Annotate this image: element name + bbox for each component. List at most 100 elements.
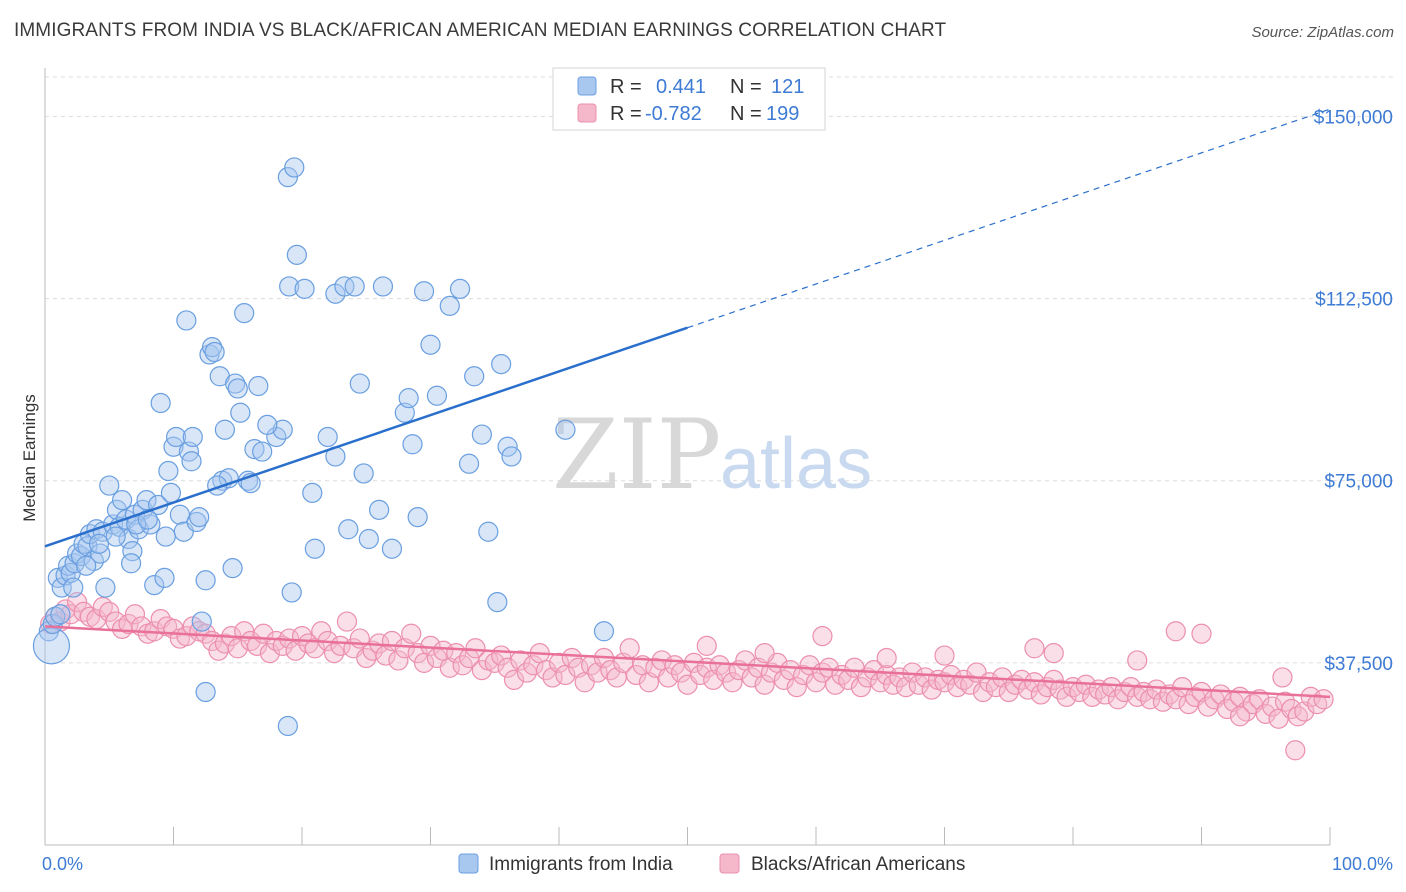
- pink-point-117: [786, 677, 807, 698]
- blue-point-94: [439, 295, 460, 316]
- blue-point-111: [88, 533, 110, 554]
- source-label: Source: ZipAtlas.com: [1251, 24, 1394, 41]
- blue-point-76: [317, 426, 338, 448]
- blue-point-48: [191, 611, 212, 632]
- watermark-atlas: atlas: [720, 424, 872, 504]
- blue-point-73: [286, 244, 307, 265]
- pink-point-55: [388, 650, 409, 671]
- pink-point-72: [497, 657, 518, 678]
- pink-point-203: [1191, 623, 1212, 644]
- pink-point-13: [118, 613, 139, 635]
- legend-swatch-pink: [577, 103, 597, 123]
- blue-point-47: [189, 507, 210, 528]
- blue-point-103: [501, 446, 522, 467]
- blue-point-83: [353, 463, 374, 484]
- bottom-legend-swatch-pink: [719, 853, 740, 874]
- blue-point-99: [478, 521, 499, 542]
- pink-point-92: [625, 664, 647, 686]
- pink-trend-line: [44, 625, 1331, 699]
- blue-point-89: [402, 434, 423, 455]
- blue-point-69: [277, 167, 298, 188]
- blue-point-80: [338, 519, 359, 540]
- pink-point-58: [407, 643, 428, 664]
- legend-blue-r-value: 0.441: [656, 76, 706, 98]
- blue-point-121: [358, 528, 379, 550]
- pink-point-202: [1272, 667, 1293, 688]
- blue-point-88: [398, 388, 419, 409]
- blue-point-72: [281, 582, 302, 603]
- blue-point-109: [63, 577, 84, 598]
- blue-point-104: [555, 419, 576, 440]
- blue-point-55: [214, 419, 235, 440]
- pink-point-115: [773, 669, 794, 690]
- blue-point-85: [372, 276, 394, 297]
- legend: R = 0.441 N = 121 R = -0.782 N = 199: [552, 67, 826, 131]
- blue-point-101: [491, 354, 512, 375]
- bottom-legend: Immigrants from India Blacks/African Ame…: [458, 853, 965, 875]
- blue-point-61: [234, 303, 255, 324]
- pink-point-157: [1043, 669, 1064, 690]
- pink-point-112: [754, 674, 775, 695]
- blue-point-49: [195, 570, 216, 591]
- blue-point-81: [344, 276, 365, 297]
- pink-point-206: [1043, 643, 1064, 664]
- blue-point-24: [111, 490, 133, 511]
- pink-point-146: [972, 681, 994, 703]
- blue-point-37: [158, 460, 179, 482]
- bottom-legend-pink-label: Blacks/African Americans: [751, 854, 965, 875]
- watermark: ZIP atlas: [552, 399, 872, 511]
- blue-point-90: [407, 507, 428, 528]
- pink-point-207: [1024, 638, 1045, 659]
- pink-point-33: [246, 635, 268, 656]
- blue-series-points: [32, 157, 615, 737]
- blue-point-119: [257, 414, 278, 435]
- pink-point-172: [1139, 689, 1161, 710]
- blue-point-38: [160, 482, 182, 503]
- blue-point-107: [277, 715, 298, 737]
- blue-trend-line: [44, 326, 688, 548]
- blue-point-100: [487, 592, 508, 613]
- grid-lines: [45, 76, 1395, 664]
- pink-point-212: [696, 635, 717, 656]
- y-tick-label-3: $150,000: [1314, 107, 1393, 128]
- legend-blue-n-value: 121: [771, 76, 804, 98]
- blue-point-59: [227, 378, 248, 399]
- pink-point-91: [619, 638, 640, 659]
- pink-point-74: [510, 650, 531, 671]
- x-tick-labels: 0.0% 100.0%: [42, 854, 1393, 874]
- blue-trend-extension: [687, 108, 1331, 329]
- legend-pink-r-label: R =: [610, 103, 642, 125]
- blue-point-113: [120, 553, 142, 574]
- legend-swatch-blue: [577, 76, 597, 96]
- legend-blue-r-label: R =: [610, 76, 642, 98]
- pink-point-57: [401, 623, 422, 644]
- blue-point-52: [204, 341, 225, 363]
- blue-point-45: [182, 426, 203, 448]
- chart-title: IMMIGRANTS FROM INDIA VS BLACK/AFRICAN A…: [14, 20, 947, 41]
- blue-point-70: [284, 157, 305, 178]
- pink-point-208: [934, 645, 955, 666]
- y-tick-labels: $37,500 $75,000 $112,500 $150,000: [1314, 107, 1393, 674]
- blue-point-108: [50, 604, 71, 625]
- y-axis-label: Median Earnings: [20, 394, 39, 522]
- blue-point-43: [176, 310, 197, 331]
- blue-point-60: [230, 402, 251, 423]
- blue-point-105: [593, 621, 615, 642]
- blue-point-82: [349, 373, 370, 394]
- pink-point-123: [825, 674, 846, 695]
- legend-pink-r-value: -0.782: [645, 103, 702, 125]
- pink-point-138: [921, 679, 942, 700]
- blue-point-65: [248, 375, 269, 397]
- pink-point-10: [99, 601, 120, 622]
- pink-point-97: [658, 667, 679, 688]
- pink-point-127: [850, 677, 872, 698]
- y-tick-label-0: $37,500: [1324, 654, 1393, 675]
- pink-point-14: [124, 604, 146, 625]
- pink-point-131: [876, 664, 897, 686]
- blue-point-86: [381, 538, 403, 559]
- blue-point-40: [165, 426, 187, 448]
- legend-pink-n-value: 199: [766, 103, 799, 125]
- blue-point-96: [458, 453, 480, 474]
- blue-point-33: [144, 575, 165, 596]
